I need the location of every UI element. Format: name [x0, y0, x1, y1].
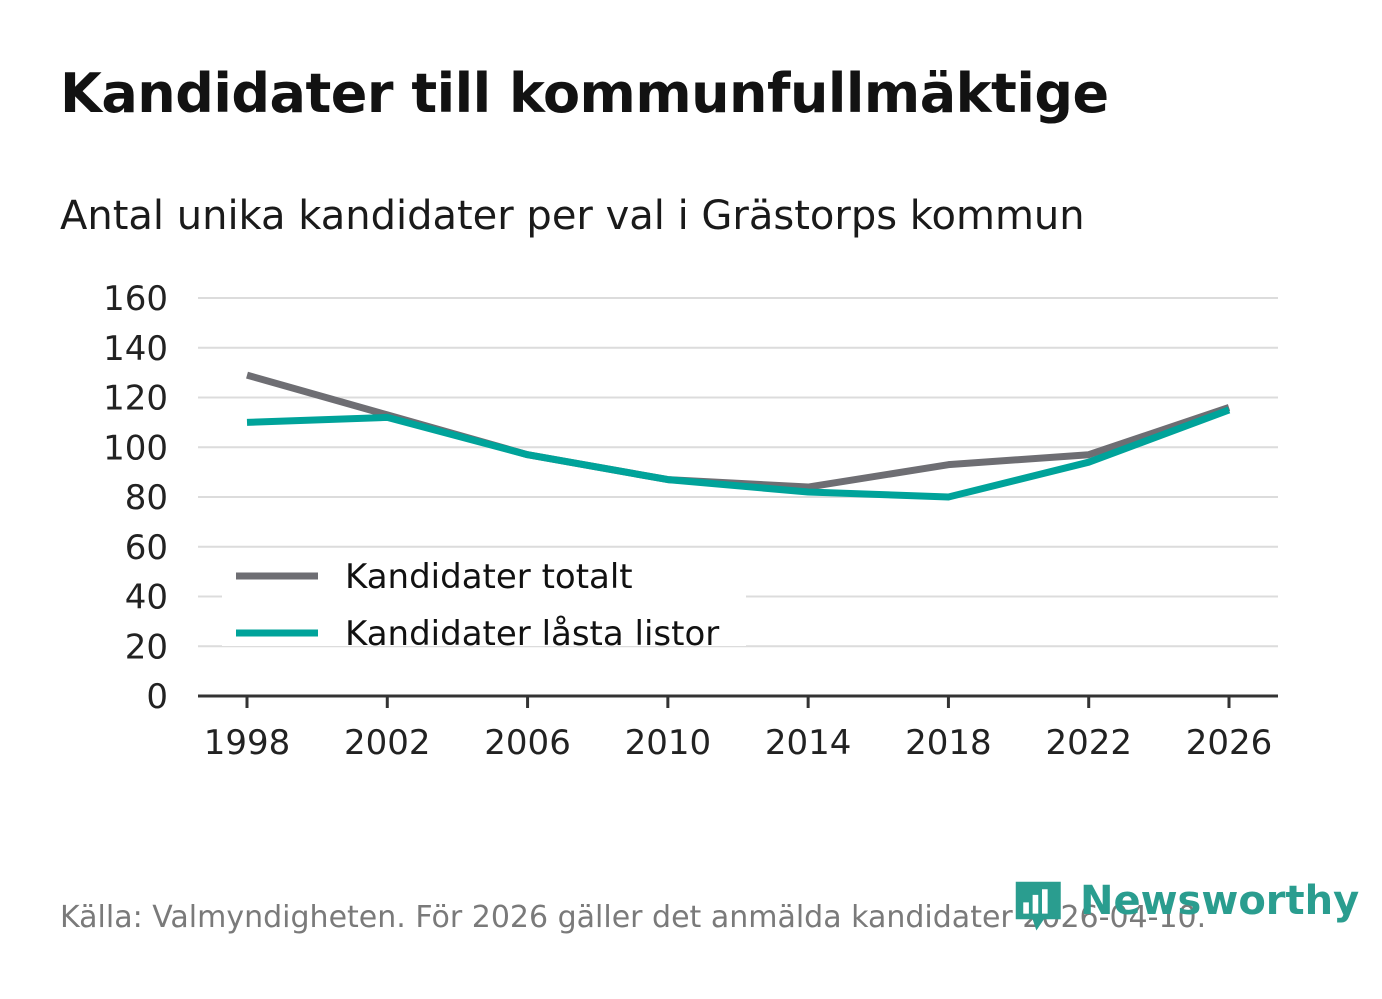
x-tick-label: 2006: [484, 723, 571, 763]
y-tick-label: 20: [125, 627, 168, 667]
y-tick-label: 100: [103, 428, 168, 468]
x-tick-label: 2010: [625, 723, 712, 763]
x-tick-label: 2014: [765, 723, 852, 763]
newsworthy-brand: Newsworthy: [1080, 878, 1360, 924]
legend: Kandidater totalt Kandidater låsta listor: [222, 548, 746, 654]
x-tick-label: 2022: [1045, 723, 1132, 763]
x-axis-ticks: 1998 2002 2006 2010 2014 2018 2022 2026: [204, 696, 1273, 763]
y-tick-label: 140: [103, 329, 168, 369]
y-tick-label: 40: [125, 578, 168, 618]
source-note: Källa: Valmyndigheten. För 2026 gäller d…: [60, 900, 1207, 935]
y-tick-label: 120: [103, 379, 168, 419]
y-tick-label: 0: [146, 677, 168, 717]
line-chart: 0 20 40 60 80 100 120 140 160 1998 2002 2006 2010 20…: [103, 279, 1278, 763]
y-axis-ticks: 0 20 40 60 80 100 120 140 160: [103, 279, 168, 717]
legend-label: Kandidater låsta listor: [345, 614, 719, 654]
y-tick-label: 160: [103, 279, 168, 319]
x-tick-label: 2018: [905, 723, 992, 763]
chart-title: Kandidater till kommunfullmäktige: [60, 62, 1109, 125]
series-line-kandidater-totalt: [246, 371, 1231, 491]
x-tick-label: 1998: [204, 723, 291, 763]
newsworthy-logo-icon: [1015, 881, 1061, 931]
legend-label: Kandidater totalt: [345, 557, 633, 597]
y-tick-label: 80: [125, 478, 168, 518]
series-line-kandidater-lasta-listor: [246, 406, 1231, 501]
series-lines: [246, 371, 1231, 501]
grid-lines: [198, 297, 1278, 698]
x-tick-label: 2026: [1186, 723, 1273, 763]
x-tick-label: 2002: [344, 723, 431, 763]
chart-subtitle: Antal unika kandidater per val i Grästor…: [60, 193, 1085, 239]
y-tick-label: 60: [125, 528, 168, 568]
